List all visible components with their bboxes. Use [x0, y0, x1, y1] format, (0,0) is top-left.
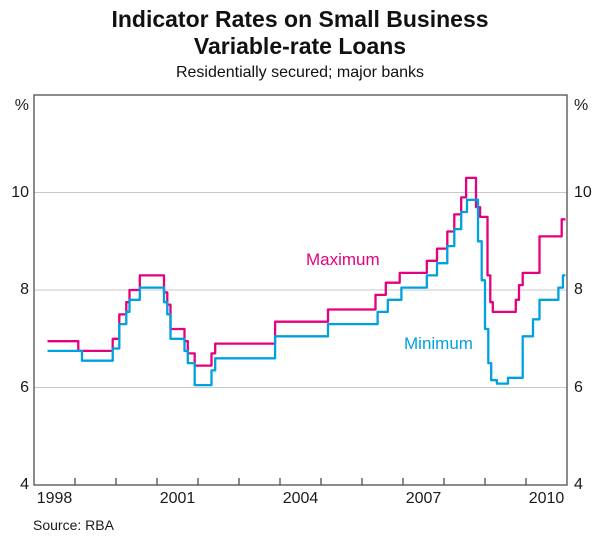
maximum-series-label: Maximum — [306, 250, 380, 269]
x-tick-label: 2010 — [528, 490, 565, 507]
source-note: Source: RBA — [33, 517, 114, 533]
y-tick-label-right: 4 — [574, 476, 583, 493]
plot-border — [33, 94, 568, 486]
maximum-line — [47, 176, 566, 367]
x-tick-label: 2001 — [159, 490, 196, 507]
minimum-series-label: Minimum — [404, 334, 473, 353]
y-tick-label-right: 6 — [574, 378, 583, 396]
y-tick-label-left: 10 — [11, 183, 29, 201]
x-tick-label: 2004 — [282, 490, 319, 507]
chart-subtitle: Residentially secured; major banks — [175, 64, 425, 81]
chart-title-line1: Indicator Rates on Small Business — [111, 6, 489, 32]
minimum-line — [47, 198, 566, 387]
y-tick-label-right: 10 — [574, 183, 592, 201]
chart-title-line2: Variable-rate Loans — [193, 33, 407, 59]
y-tick-label-right: 8 — [574, 281, 583, 298]
y-axis-unit-right: % — [574, 97, 589, 114]
y-tick-label-left: 4 — [20, 476, 29, 493]
x-tick-label: 2007 — [405, 490, 442, 507]
y-tick-label-left: 8 — [20, 281, 29, 298]
x-tick-label: 1998 — [36, 490, 73, 507]
y-axis-unit-left: % — [14, 97, 29, 114]
y-tick-label-left: 6 — [20, 378, 29, 396]
